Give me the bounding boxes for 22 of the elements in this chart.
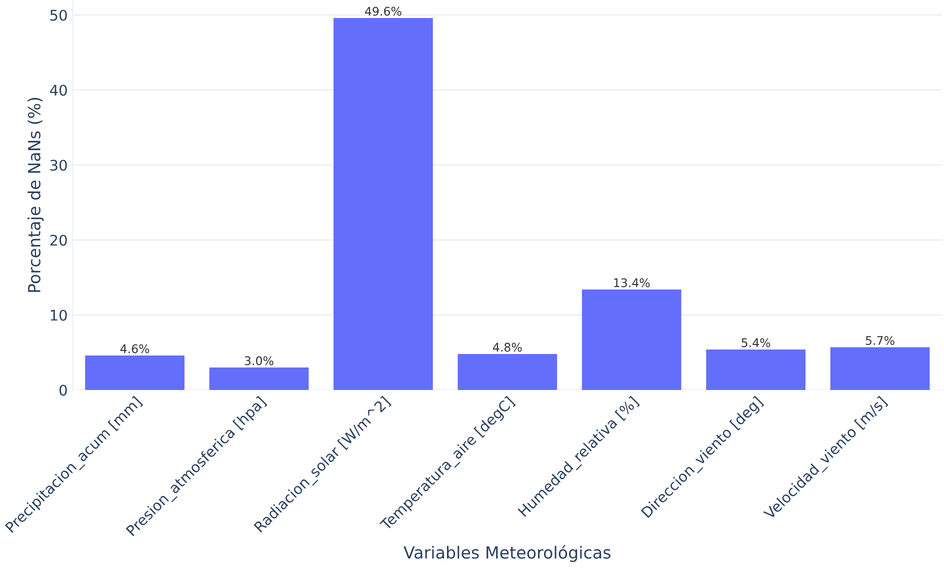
- data-label: 4.8%: [492, 342, 522, 352]
- y-tick-label: 50: [50, 10, 67, 21]
- data-label: 3.0%: [244, 356, 274, 366]
- data-label: 13.4%: [614, 278, 650, 288]
- data-label: 5.7%: [866, 336, 894, 345]
- data-label: 49.6%: [365, 6, 402, 16]
- y-tick-label: 40: [50, 84, 67, 96]
- bar: [334, 18, 433, 390]
- bar: [706, 349, 806, 390]
- bar: [830, 347, 930, 390]
- x-axis-title: Variables Meteorológicas: [404, 545, 611, 562]
- bar: [458, 354, 558, 390]
- bar: [209, 367, 309, 390]
- bar: [582, 289, 682, 390]
- data-label: 5.4%: [742, 338, 770, 348]
- y-tick-label: 20: [50, 234, 67, 246]
- data-label: 4.6%: [120, 344, 150, 354]
- y-tick-label: 0: [60, 384, 67, 396]
- y-tick-label: 30: [50, 160, 67, 171]
- y-axis-title: Porcentaje de NaNs (%): [28, 98, 44, 292]
- bar: [85, 355, 184, 390]
- y-tick-label: 10: [50, 310, 67, 321]
